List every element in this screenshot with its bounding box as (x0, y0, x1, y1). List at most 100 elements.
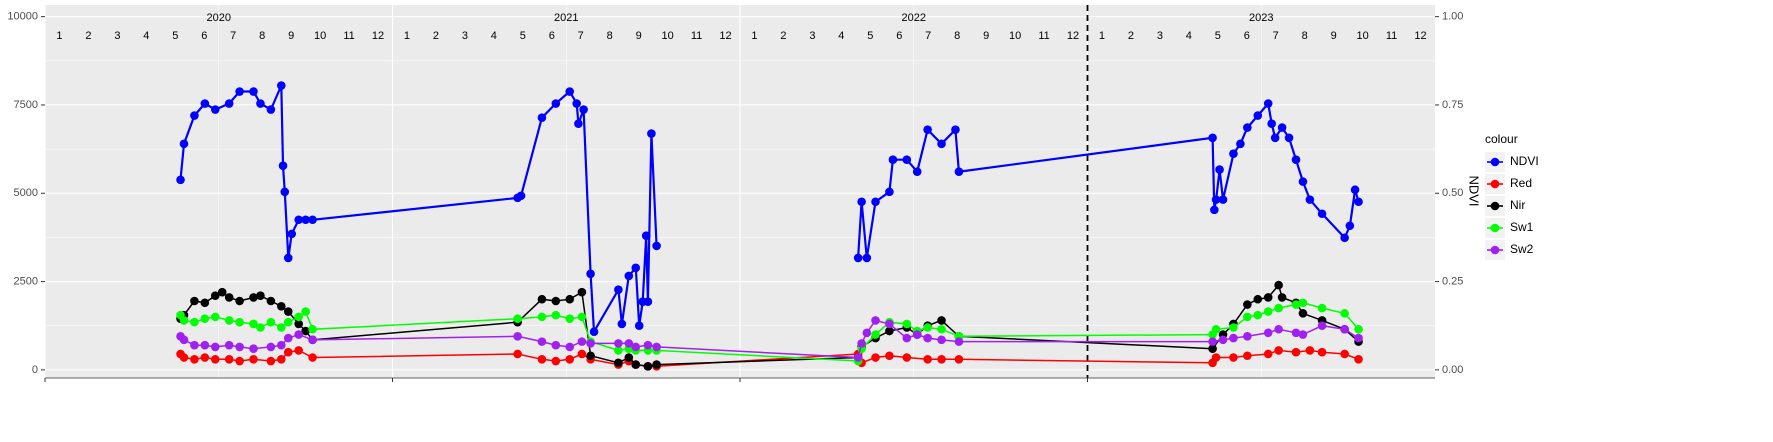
point (190, 354, 199, 364)
point (256, 323, 265, 332)
point (1291, 155, 1301, 165)
month: 7 (230, 30, 236, 42)
point (937, 324, 946, 334)
point (885, 351, 894, 361)
point (902, 155, 912, 165)
y2-tick-label: 0.75 (1442, 99, 1463, 111)
point (902, 319, 912, 329)
point (280, 187, 290, 197)
point (871, 353, 880, 362)
point (857, 197, 866, 207)
point (1243, 300, 1252, 309)
point (294, 215, 303, 225)
point (923, 354, 932, 364)
point (1274, 324, 1283, 334)
point (294, 330, 303, 339)
point (1291, 328, 1301, 338)
point (235, 342, 244, 352)
year: 2020 (207, 12, 231, 24)
legend-title: colour (1485, 132, 1518, 146)
point (190, 317, 199, 327)
point (1253, 294, 1263, 304)
point (912, 330, 922, 339)
point (577, 349, 587, 359)
month: 6 (1244, 30, 1250, 42)
month: 8 (607, 30, 613, 42)
point (1298, 309, 1308, 318)
point (301, 215, 310, 225)
y-tick-label: 2500 (14, 275, 38, 287)
point (614, 358, 623, 368)
point (624, 339, 634, 348)
point (1263, 349, 1273, 359)
point (200, 353, 210, 362)
point (283, 317, 293, 327)
month: 9 (983, 30, 989, 42)
point (652, 342, 661, 352)
point (537, 294, 547, 304)
point (190, 296, 199, 306)
month: 12 (719, 30, 731, 42)
point (283, 347, 293, 357)
point (277, 81, 286, 90)
point (1229, 323, 1238, 332)
point (200, 314, 210, 323)
y-tick-label: 0 (32, 364, 38, 376)
point (1298, 177, 1308, 186)
point (249, 344, 258, 353)
month: 10 (1356, 30, 1368, 42)
y-tick-label: 5000 (14, 187, 38, 199)
point (634, 321, 644, 331)
point (574, 119, 583, 128)
point (266, 317, 276, 327)
point (652, 241, 661, 251)
point (643, 340, 653, 350)
month: 9 (1331, 30, 1337, 42)
point (565, 294, 575, 304)
month: 3 (1157, 30, 1163, 42)
legend-label: Sw1 (1510, 220, 1534, 234)
point (1274, 346, 1283, 355)
point (565, 342, 575, 352)
point (266, 342, 276, 352)
point (249, 87, 258, 96)
legend-dot (1490, 201, 1500, 211)
point (308, 335, 317, 345)
point (1253, 111, 1263, 120)
point (631, 342, 641, 352)
point (1274, 303, 1283, 313)
y2-tick-label: 0.50 (1442, 187, 1463, 199)
point (1291, 347, 1301, 357)
point (572, 99, 581, 108)
month: 7 (925, 30, 931, 42)
point (210, 105, 220, 114)
point (902, 333, 912, 343)
month: 3 (809, 30, 815, 42)
month: 10 (314, 30, 326, 42)
point (885, 319, 894, 329)
point (857, 339, 866, 348)
point (224, 99, 234, 108)
point (1345, 221, 1355, 231)
point (631, 360, 641, 369)
point (1317, 303, 1327, 313)
point (586, 339, 595, 348)
point (954, 167, 964, 177)
point (224, 293, 234, 302)
point (287, 229, 297, 239)
point (631, 263, 641, 273)
legend-dot (1490, 179, 1500, 189)
point (1340, 324, 1349, 334)
month: 11 (1386, 30, 1397, 42)
point (641, 231, 651, 240)
point (179, 353, 189, 362)
point (1208, 133, 1217, 143)
point (1243, 123, 1252, 132)
point (1243, 351, 1252, 361)
month: 4 (491, 30, 497, 42)
point (862, 328, 872, 338)
point (277, 354, 286, 364)
legend-label: Sw2 (1510, 242, 1534, 256)
month: 9 (636, 30, 642, 42)
point (235, 87, 244, 96)
